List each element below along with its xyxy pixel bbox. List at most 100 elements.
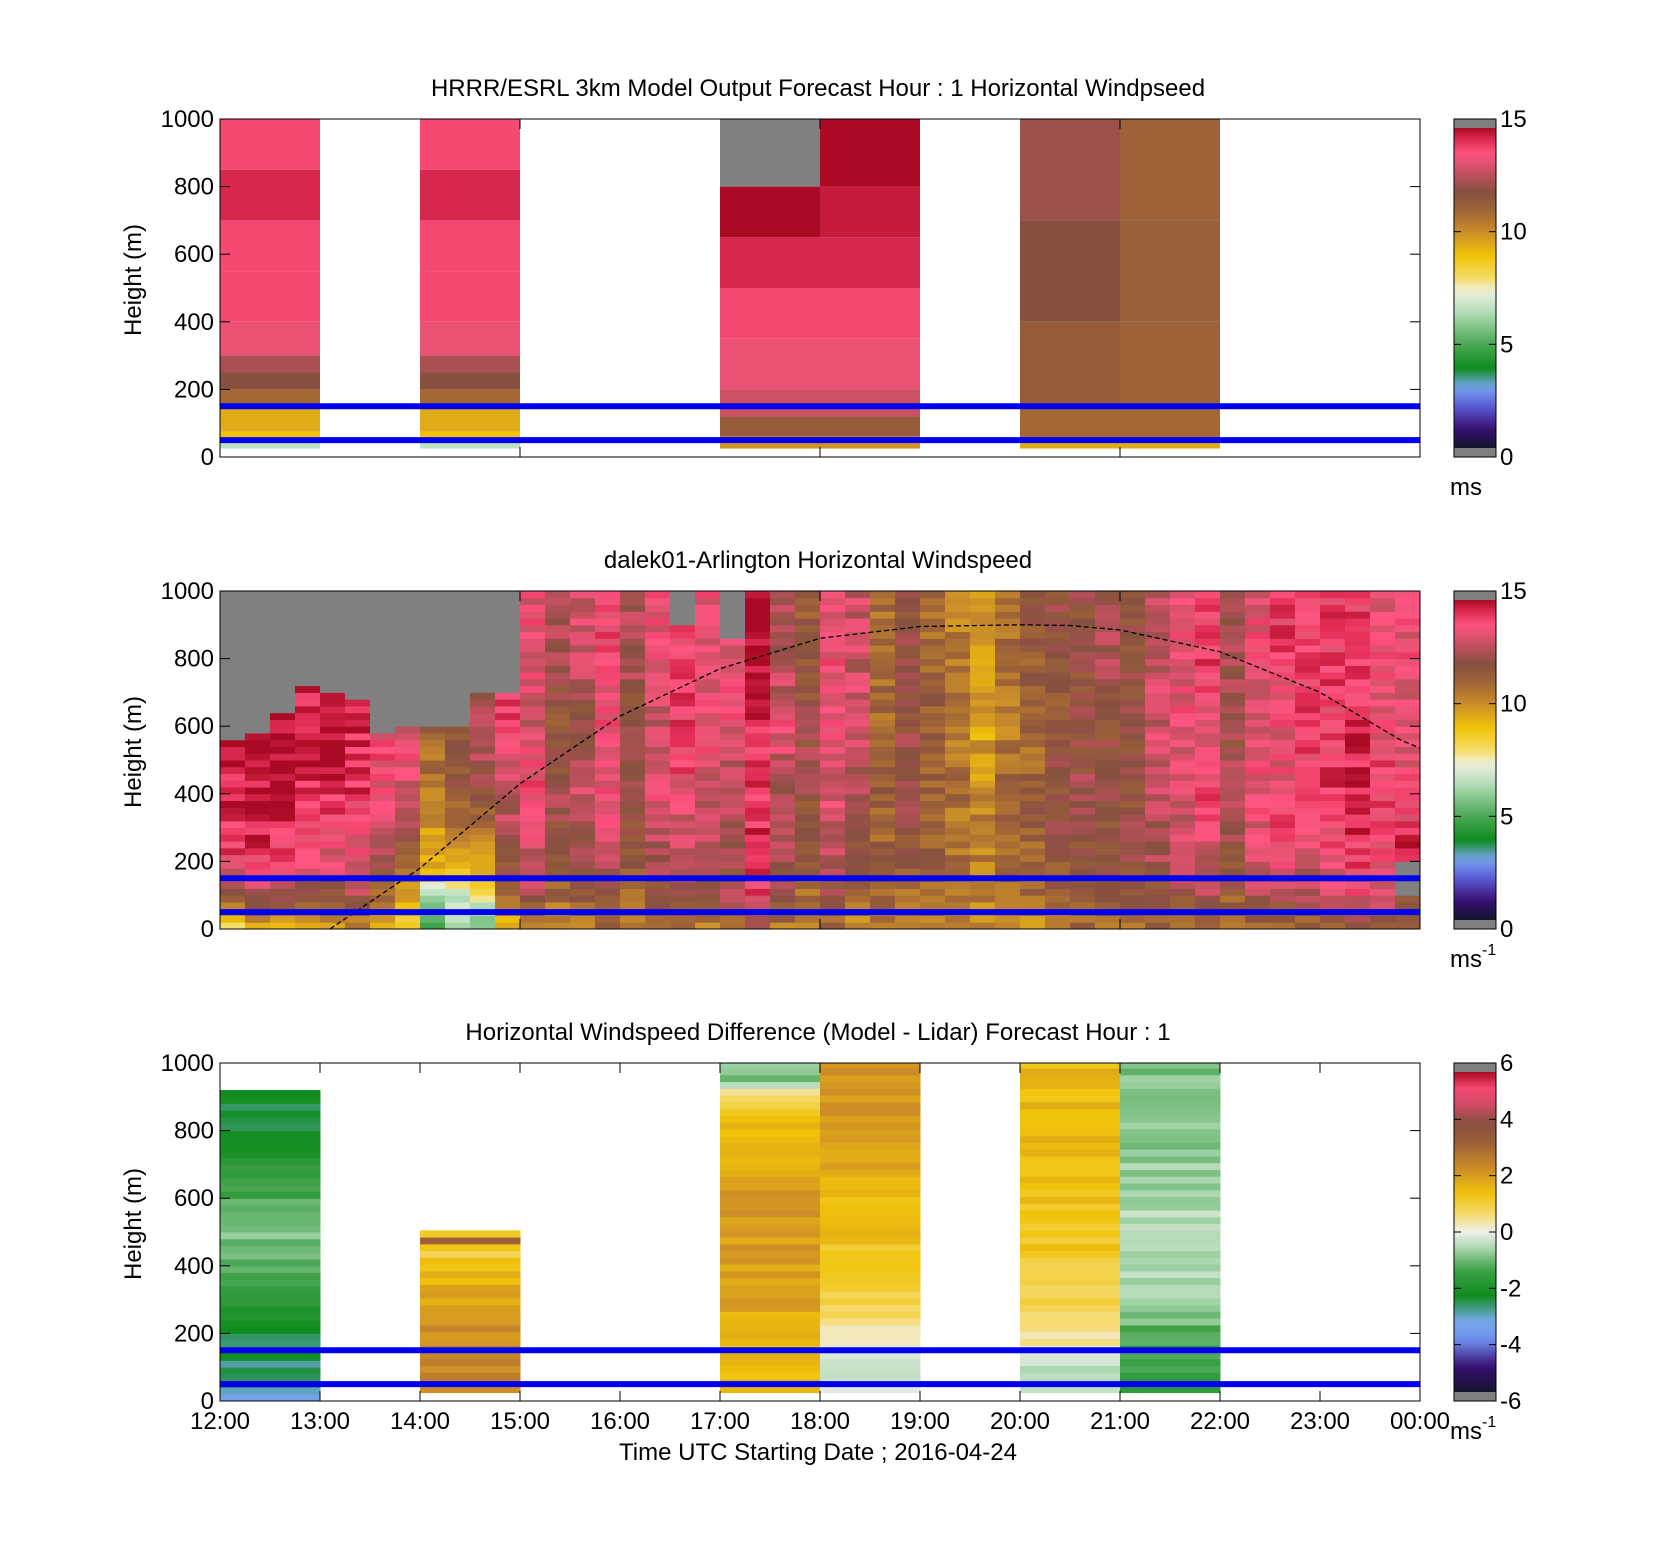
heatmap-cell [495,787,521,795]
heatmap-cell [1345,807,1371,815]
heatmap-cell [945,915,971,923]
heatmap-cell [695,705,721,714]
heatmap-cell [1195,881,1221,889]
x-tick-label: 23:00 [1290,1408,1350,1435]
heatmap-cell [670,915,696,923]
heatmap-cell [520,651,546,660]
heatmap-cell [1345,915,1371,923]
heatmap-cell [895,854,921,862]
heatmap-cell [570,834,596,842]
heatmap-cell [870,631,896,639]
heatmap-cell [970,719,996,727]
heatmap-cell [1070,665,1096,673]
heatmap-cell [1220,631,1246,639]
heatmap-cell [220,407,320,432]
heatmap-cell [820,726,846,734]
heatmap-cell [245,631,271,639]
heatmap-cell [845,753,871,761]
heatmap-cell [1345,868,1371,876]
heatmap-cell [1195,624,1221,633]
heatmap-cell [820,651,846,660]
heatmap-cell [595,611,621,619]
heatmap-cell [1095,591,1121,599]
heatmap-cell [220,1340,321,1348]
heatmap-cell [820,1155,921,1164]
heatmap-cell [270,597,296,606]
heatmap-cell [920,739,946,747]
heatmap-cell [1020,1304,1121,1312]
heatmap-cell [620,638,646,646]
heatmap-cell [470,773,496,781]
heatmap-cell [1145,773,1171,781]
heatmap-cell [1020,895,1046,903]
heatmap-cell [220,1252,321,1260]
heatmap-cell [520,793,546,802]
heatmap-cell [445,692,471,700]
heatmap-cell [1295,800,1321,808]
data-column [1120,1063,1221,1394]
heatmap-cell [820,888,846,896]
heatmap-cell [1295,787,1321,795]
heatmap-cell [745,604,771,612]
heatmap-cell [245,719,271,727]
x-axis-label: Time UTC Starting Date ; 2016-04-24 [619,1439,1017,1466]
heatmap-cell [320,624,346,633]
heatmap-cell [420,1338,521,1346]
heatmap-cell [1020,1318,1121,1326]
heatmap-cell [520,854,546,862]
heatmap-cell [1070,888,1096,896]
heatmap-cell [1120,726,1146,734]
heatmap-cell [1320,685,1346,693]
heatmap-cell [845,631,871,639]
heatmap-cell [620,618,646,626]
heatmap-cell [1320,881,1346,889]
heatmap-cell [370,760,396,768]
heatmap-cell [945,631,971,639]
heatmap-cell [1270,618,1296,626]
heatmap-cell [1345,732,1371,741]
heatmap-cell [1245,888,1271,896]
heatmap-cell [1020,1243,1121,1252]
heatmap-cell [1395,753,1421,761]
heatmap-cell [1170,915,1196,923]
heatmap-cell [1070,699,1096,707]
heatmap-cell [295,814,321,822]
boundary-layer-curve [329,624,1421,930]
heatmap-cell [620,834,646,842]
heatmap-cell [495,645,521,653]
heatmap-cell [395,685,421,693]
heatmap-cell [420,807,446,815]
heatmap-cell [570,820,596,829]
heatmap-cell [295,841,321,849]
heatmap-cell [620,915,646,923]
heatmap-cell [570,787,596,795]
heatmap-cell [1345,787,1371,795]
heatmap-cell [820,793,846,802]
heatmap-cell [220,1123,321,1132]
heatmap-cell [1020,1324,1121,1333]
heatmap-cell [870,692,896,700]
heatmap-cell [870,888,896,896]
heatmap-cell [945,800,971,808]
heatmap-cell [745,658,771,666]
heatmap-cell [945,591,971,599]
heatmap-cell [420,753,446,761]
data-column [820,591,846,930]
heatmap-cell [1370,651,1396,660]
heatmap-cell [270,699,296,707]
heatmap-cell [370,807,396,815]
heatmap-cell [1170,638,1196,646]
heatmap-cell [895,807,921,815]
heatmap-cell [670,861,696,869]
heatmap-cell [920,692,946,700]
heatmap-area [219,118,1421,458]
heatmap-cell [495,604,521,612]
heatmap-cell [245,645,271,653]
heatmap-cell [445,834,471,842]
heatmap-cell [920,726,946,734]
heatmap-cell [395,651,421,660]
heatmap-cell [1245,861,1271,869]
heatmap-cell [495,692,521,700]
heatmap-cell [320,773,346,781]
heatmap-cell [1145,861,1171,869]
